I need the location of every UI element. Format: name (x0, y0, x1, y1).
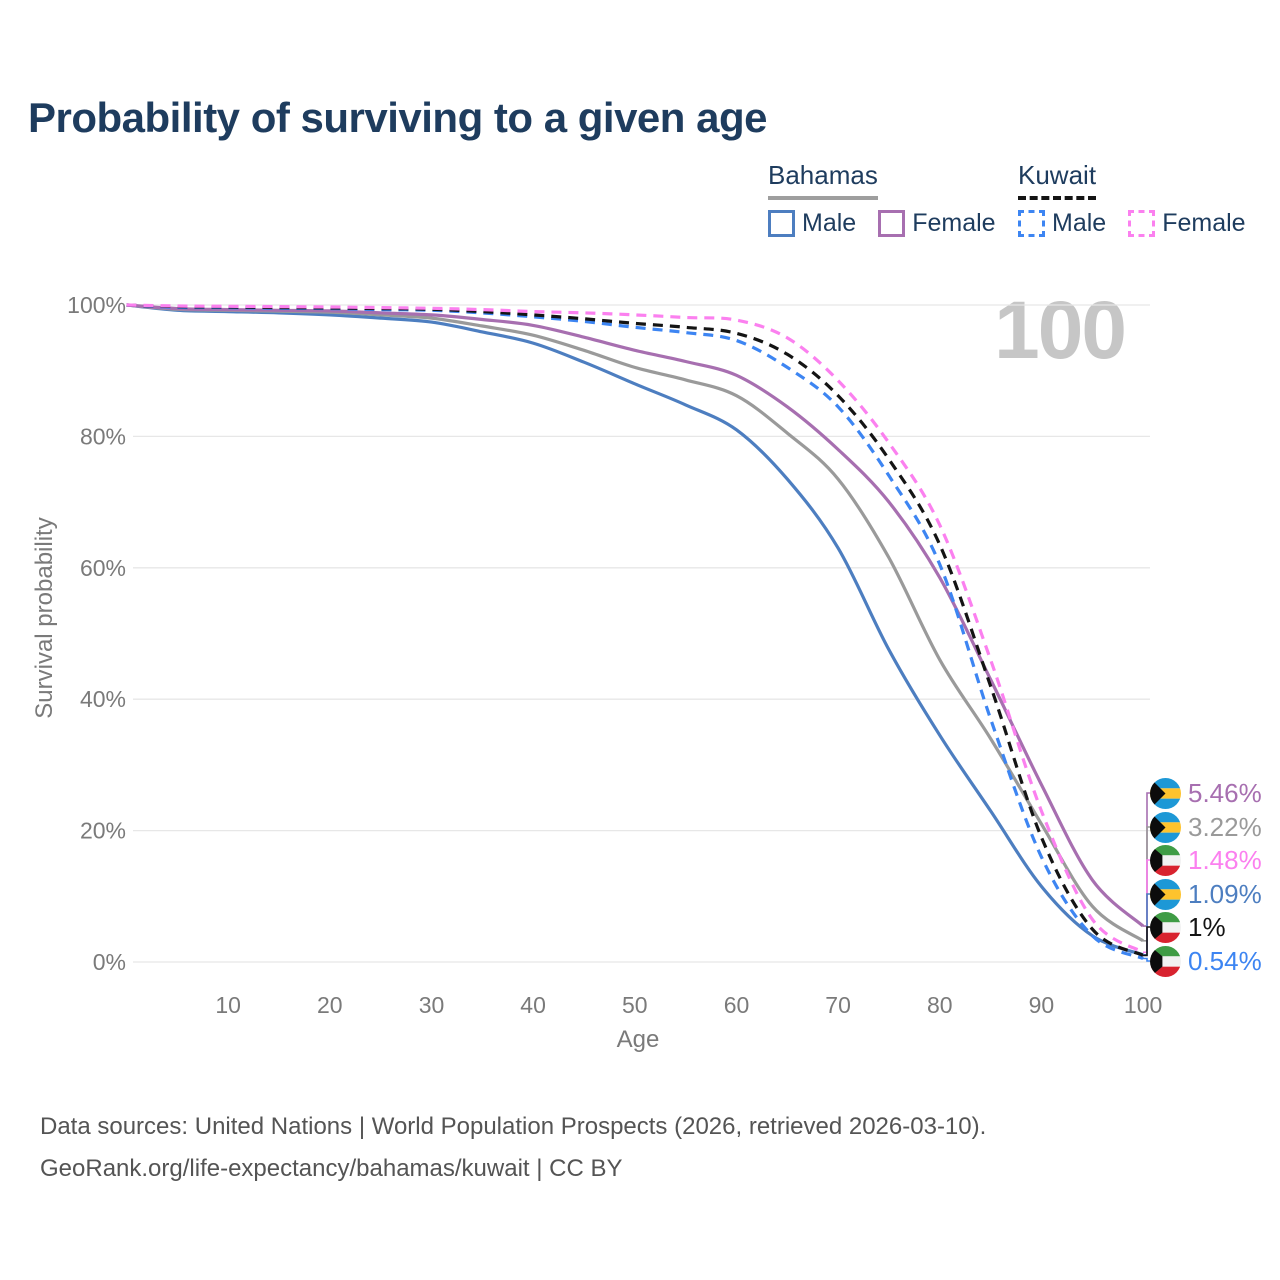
y-axis-title: Survival probability (31, 517, 58, 719)
bahamas-flag-icon (1150, 811, 1181, 843)
age-watermark: 100 (994, 285, 1127, 376)
legend-swatch-bahamas-male (768, 210, 795, 237)
legend-item-kuwait-female[interactable]: Female (1128, 209, 1246, 238)
kuwait-flag-icon (1150, 911, 1181, 943)
legend-group-bahamas: Bahamas Male Female (768, 160, 996, 238)
end-label-value: 3.22% (1188, 811, 1262, 842)
legend: Bahamas Male Female Kuwait Male Female (0, 160, 1280, 250)
y-tick-label: 60% (80, 555, 126, 581)
x-tick-label: 60 (724, 992, 750, 1018)
x-tick-label: 80 (927, 992, 953, 1018)
legend-swatch-kuwait-female (1128, 210, 1156, 237)
x-tick-label: 50 (622, 992, 648, 1018)
series-line-bahamas-both-sexes[interactable] (126, 303, 1144, 943)
y-tick-label: 40% (80, 686, 126, 712)
chart-title: Probability of surviving to a given age (28, 94, 767, 141)
kuwait-flag-icon (1150, 945, 1181, 977)
x-tick-label: 100 (1124, 992, 1162, 1018)
end-label-value: 1.09% (1188, 878, 1262, 909)
end-label-bahamas-both-sexes: 3.22% (1150, 811, 1262, 844)
end-label-value: 1.48% (1188, 844, 1262, 875)
legend-item-label: Male (1052, 209, 1107, 237)
y-tick-label: 100% (67, 292, 126, 318)
kuwait-flag-icon (1150, 844, 1181, 876)
x-tick-label: 40 (520, 992, 546, 1018)
footer-source-line: Data sources: United Nations | World Pop… (40, 1113, 987, 1140)
legend-group-label-kuwait[interactable]: Kuwait (1018, 160, 1097, 200)
end-label-value: 5.46% (1188, 777, 1262, 808)
y-tick-label: 20% (80, 818, 126, 844)
x-tick-label: 90 (1029, 992, 1055, 1018)
legend-item-bahamas-female[interactable]: Female (878, 209, 996, 238)
series-line-bahamas-male[interactable] (126, 303, 1144, 957)
legend-swatch-bahamas-female (878, 210, 906, 237)
x-tick-label: 70 (825, 992, 851, 1018)
x-tick-label: 10 (215, 992, 241, 1018)
end-label-value: 1% (1188, 911, 1226, 942)
end-label-leader-kuwait-both-sexes (1143, 926, 1151, 957)
legend-item-label: Female (912, 209, 996, 237)
end-label-value: 0.54% (1188, 945, 1262, 976)
end-label-bahamas-male: 1.09% (1150, 878, 1262, 911)
x-tick-label: 20 (317, 992, 343, 1018)
bahamas-flag-icon (1150, 777, 1181, 809)
series-line-kuwait-female[interactable] (126, 303, 1144, 954)
end-label-kuwait-female: 1.48% (1150, 844, 1262, 877)
legend-item-bahamas-male[interactable]: Male (768, 209, 856, 238)
x-tick-label: 30 (419, 992, 445, 1018)
bahamas-flag-icon (1150, 878, 1181, 910)
legend-item-label: Male (802, 209, 857, 237)
end-label-leader-kuwait-male (1143, 957, 1151, 962)
series-line-kuwait-male[interactable] (126, 303, 1144, 960)
footer: Data sources: United Nations | World Pop… (40, 1106, 986, 1190)
end-label-kuwait-both-sexes: 1% (1150, 911, 1226, 944)
legend-item-kuwait-male[interactable]: Male (1018, 209, 1106, 238)
legend-item-label: Female (1162, 209, 1246, 237)
end-label-bahamas-female: 5.46% (1150, 777, 1262, 810)
end-label-kuwait-male: 0.54% (1150, 945, 1262, 978)
legend-group-label-bahamas[interactable]: Bahamas (768, 160, 878, 200)
footer-attribution-line: GeoRank.org/life-expectancy/bahamas/kuwa… (40, 1155, 623, 1182)
series-line-bahamas-female[interactable] (126, 303, 1145, 928)
series-line-kuwait-both-sexes[interactable] (126, 303, 1144, 957)
legend-group-kuwait: Kuwait Male Female (1018, 160, 1246, 238)
x-axis-title: Age (616, 1026, 660, 1053)
y-tick-label: 80% (80, 423, 126, 449)
legend-swatch-kuwait-male (1018, 210, 1045, 237)
y-tick-label: 0% (93, 949, 126, 975)
